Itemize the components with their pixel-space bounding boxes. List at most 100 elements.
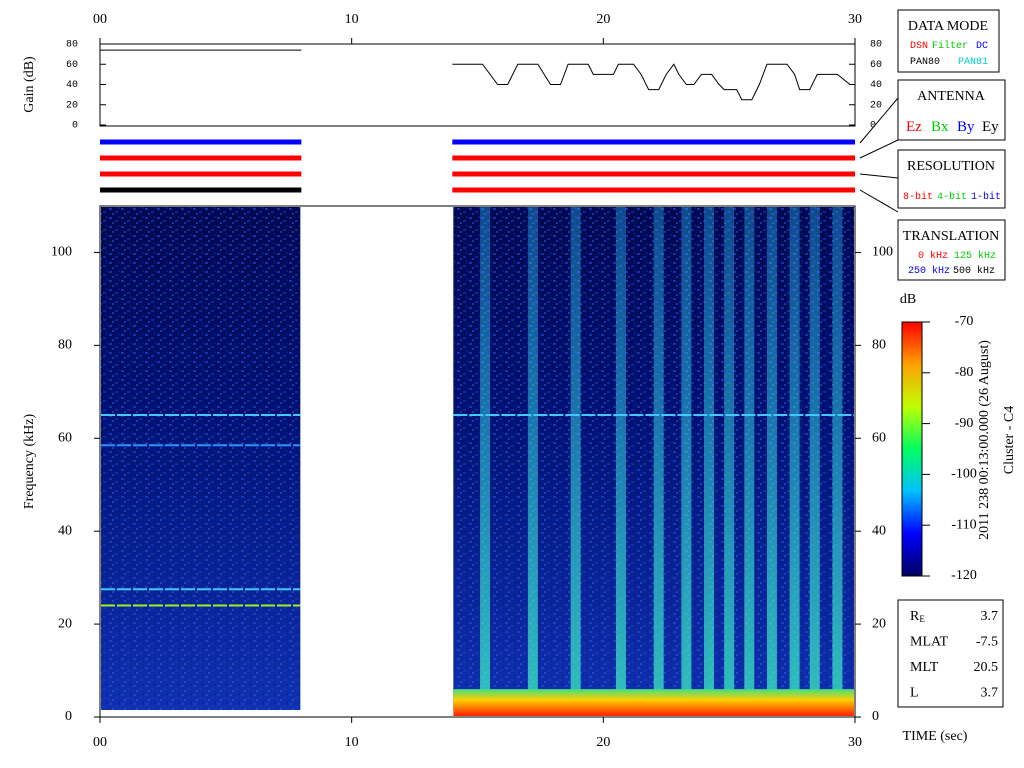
info-label: R — [910, 609, 920, 624]
item: By — [957, 119, 975, 135]
item: Ez — [906, 119, 922, 135]
gain-frame — [99, 43, 856, 127]
x-tick-label: 20 — [596, 735, 610, 750]
box-title: RESOLUTION — [907, 159, 995, 174]
item: 250 kHz — [908, 265, 950, 277]
item: 500 kHz — [953, 265, 995, 277]
burst — [615, 207, 626, 710]
y-tick-label: 60 — [58, 430, 72, 445]
colorbar-tick-label: -90 — [955, 416, 974, 431]
burst — [681, 207, 692, 710]
item: 4-bit — [937, 191, 967, 203]
x-tick-label: 30 — [848, 735, 862, 750]
colorbar-tick-label: -70 — [955, 314, 974, 329]
info-value: 3.7 — [981, 686, 999, 701]
info-label: MLT — [910, 660, 939, 675]
y-tick-label: 80 — [58, 338, 72, 353]
box — [897, 219, 1006, 281]
y-tick-label: 100 — [51, 245, 72, 260]
x-tick-label: 00 — [93, 12, 107, 27]
box — [897, 79, 1006, 141]
info-label: L — [910, 686, 919, 701]
noise-band — [453, 689, 854, 716]
item: PAN81 — [958, 57, 988, 68]
box-row: 0 kHz 125 kHz — [918, 250, 996, 262]
info-sub: E — [919, 614, 925, 624]
box — [897, 149, 1006, 209]
x-tick-label: 30 — [848, 12, 862, 27]
burst — [704, 207, 715, 710]
info-label: MLAT — [910, 635, 949, 650]
burst — [527, 207, 538, 710]
colorbar-label: dB — [900, 292, 916, 307]
burst — [832, 207, 843, 710]
spec-frame — [99, 205, 856, 718]
item: DC — [976, 41, 988, 52]
item: Ey — [982, 119, 999, 135]
y-tick-label: 20 — [870, 100, 882, 111]
y-tick-label: 60 — [872, 430, 886, 445]
y-tick-label: 80 — [872, 338, 886, 353]
legend-boxes: DATA MODE DSN Filter DC PAN80 PAN81 ANTENNA… — [859, 9, 1006, 708]
x-axis-label: TIME (sec) — [903, 729, 968, 744]
annotation: Cluster - C4 — [1002, 406, 1017, 474]
info-label: RE — [910, 609, 925, 624]
y-tick-label: 80 — [66, 40, 78, 51]
y-tick-label: 0 — [872, 709, 879, 724]
y-tick-label: 60 — [66, 60, 78, 71]
box-row: Ez Bx By Ey — [906, 119, 999, 135]
burst — [570, 207, 581, 710]
spectrogram-noise — [453, 207, 854, 710]
y-tick-label: 40 — [66, 80, 78, 91]
colorbar-tick-label: -120 — [951, 568, 977, 583]
box-row: DSN Filter DC — [910, 40, 988, 52]
y-axis-label: Gain (dB) — [22, 56, 37, 113]
item: Bx — [931, 119, 949, 135]
box-row: 8-bit 4-bit 1-bit — [903, 191, 1001, 203]
burst — [744, 207, 755, 710]
burst — [809, 207, 820, 710]
info-label: MLT — [910, 660, 939, 675]
y-tick-label: 20 — [66, 100, 78, 111]
spectrogram-noise — [101, 207, 301, 710]
box-row: 250 kHz 500 kHz — [908, 265, 995, 277]
y-tick-label: 60 — [870, 60, 882, 71]
burst — [766, 207, 777, 710]
burst — [480, 207, 491, 710]
item: DSN — [910, 41, 928, 52]
gain-line — [100, 49, 855, 101]
x-tick-label: 10 — [345, 735, 359, 750]
box-title: TRANSLATION — [903, 229, 999, 244]
item: 125 kHz — [954, 250, 996, 262]
x-tick-label: 20 — [596, 12, 610, 27]
info-value: -7.5 — [976, 635, 998, 650]
box-row: PAN80 PAN81 — [910, 57, 988, 68]
y-tick-label: 0 — [65, 709, 72, 724]
item: 1-bit — [971, 191, 1001, 203]
y-tick-label: 20 — [872, 616, 886, 631]
item: 0 kHz — [918, 250, 948, 262]
item: PAN80 — [910, 57, 940, 68]
burst — [724, 207, 735, 710]
y-tick-label: 40 — [870, 80, 882, 91]
colorbar-tick-label: -80 — [955, 365, 974, 380]
y-tick-label: 20 — [58, 616, 72, 631]
info-value: 3.7 — [981, 609, 999, 624]
y-tick-label: 100 — [872, 245, 893, 260]
item: Filter — [932, 40, 968, 52]
y-tick-label: 80 — [870, 40, 882, 51]
box-title: ANTENNA — [917, 89, 986, 104]
y-tick-label: 0 — [870, 121, 876, 132]
y-axis-label: Frequency (kHz) — [22, 414, 37, 510]
burst — [653, 207, 664, 710]
colorbar — [901, 321, 923, 577]
colorbar-tick-label: -110 — [951, 517, 976, 532]
item: 8-bit — [903, 191, 933, 203]
y-tick-label: 0 — [72, 121, 78, 132]
box — [897, 9, 1000, 73]
x-tick-label: 00 — [93, 735, 107, 750]
info-label: MLAT — [910, 635, 949, 650]
x-tick-label: 10 — [345, 12, 359, 27]
